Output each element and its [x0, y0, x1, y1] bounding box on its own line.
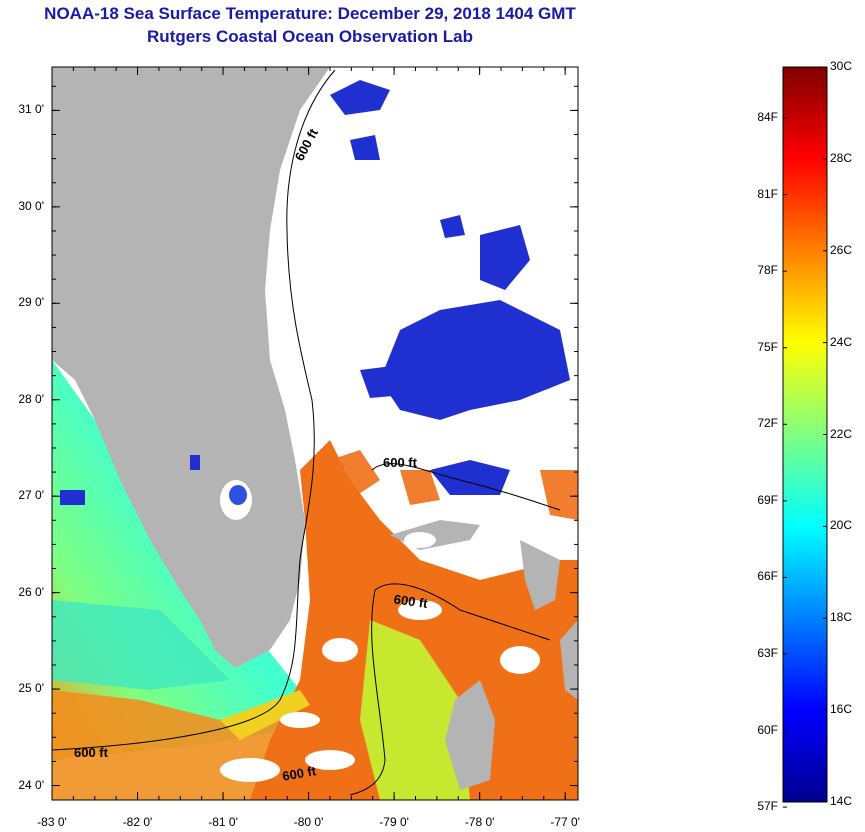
lon-label: -77 0' [550, 815, 580, 829]
contour-label-south: 600 ft [281, 763, 318, 784]
colorbar-fahrenheit-label: 60F [757, 722, 778, 737]
colorbar-celsius-label: 14C [830, 794, 853, 808]
colorbar-celsius-label: 20C [830, 518, 853, 533]
lat-label: 25 0' [18, 681, 44, 696]
straits-yellow [220, 690, 310, 740]
contour-label-west: 600 ft [74, 745, 109, 760]
lon-label: -79 0' [379, 815, 409, 829]
colorbar-fahrenheit-label: 84F [757, 110, 778, 125]
colorbar-ramp [782, 66, 828, 803]
gulf-stream [250, 440, 578, 800]
lat-label: 29 0' [18, 295, 44, 310]
colorbar-fahrenheit-label: 81F [757, 186, 778, 201]
warm-patches [330, 450, 578, 520]
contour-label-mid: 600 ft [383, 455, 418, 470]
colorbar-fahrenheit-label: 63F [757, 645, 778, 660]
isobath-600ft [52, 69, 561, 796]
eleuthera [560, 620, 578, 700]
bahamas-bank-water [360, 620, 470, 800]
colorbar-fahrenheit-label: 57F [757, 799, 778, 814]
lon-label: -80 0' [293, 815, 324, 829]
andros [445, 680, 495, 790]
colorbar-fahrenheit-label: 75F [757, 339, 778, 354]
colorbar-celsius-label: 28C [830, 150, 853, 165]
colorbar-fahrenheit-label: 72F [757, 416, 778, 431]
lat-label: 30 0' [18, 198, 44, 213]
map-ticks [51, 67, 578, 800]
clouds [220, 532, 540, 782]
lat-label: 26 0' [18, 584, 44, 599]
chart-subtitle: Rutgers Coastal Ocean Observation Lab [147, 27, 473, 46]
abaco [520, 540, 560, 610]
florida-land [52, 67, 330, 668]
lat-label: 24 0' [18, 777, 44, 792]
colorbar-celsius-label: 30C [830, 59, 853, 73]
colorbar-ticks [783, 66, 827, 808]
chart-title: NOAA-18 Sea Surface Temperature: Decembe… [44, 4, 576, 23]
cold-patches [60, 80, 570, 505]
colorbar-celsius-label: 22C [830, 426, 853, 441]
lon-label: -82 0' [122, 815, 153, 829]
colorbar-fahrenheit-label: 78F [757, 263, 778, 278]
contour-label-east: 600 ft [393, 591, 429, 611]
lon-label: -78 0' [464, 815, 495, 829]
lon-label: -81 0' [208, 815, 238, 829]
colorbar-celsius-label: 26C [830, 242, 853, 257]
colorbar-fahrenheit-label: 66F [757, 569, 778, 584]
lat-label: 28 0' [18, 391, 44, 406]
colorbar-celsius-label: 16C [830, 702, 853, 717]
colorbar-celsius-label: 24C [830, 334, 853, 349]
lake-core [229, 485, 247, 505]
colorbar-celsius-label: 18C [830, 610, 853, 625]
colorbar-fahrenheit-label: 69F [757, 492, 778, 507]
lon-label: -83 0' [37, 815, 67, 829]
lat-label: 27 0' [18, 488, 44, 503]
map-frame [51, 66, 579, 801]
gulf-cool-band [52, 600, 230, 690]
lat-label: 31 0' [18, 102, 44, 117]
